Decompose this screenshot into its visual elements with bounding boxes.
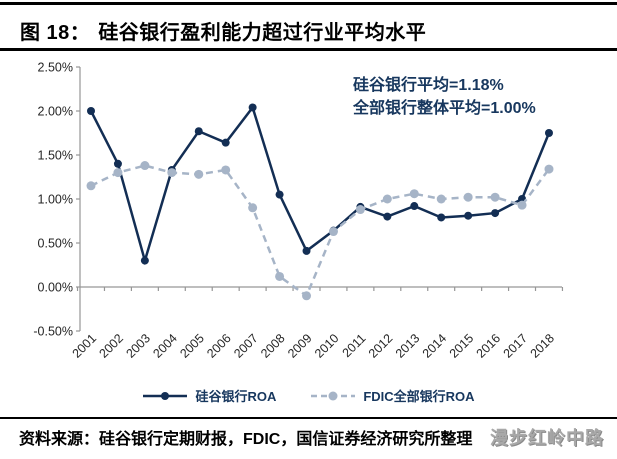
data-point-1-2012 (382, 194, 392, 204)
x-axis-label: 2010 (312, 331, 342, 361)
annotation-all-banks-average: 全部银行整体平均=1.00% (353, 100, 536, 117)
y-axis-label: 2.00% (38, 105, 73, 119)
source-attribution: 资料来源：硅谷银行定期财报，FDIC，国信证券经济研究所整理 (19, 431, 473, 448)
x-axis-label: 2001 (70, 331, 100, 361)
data-point-1-2001 (86, 181, 96, 191)
legend-item-svb-roa: 硅谷银行ROA (142, 386, 276, 405)
x-axis-label: 2018 (528, 331, 558, 361)
data-point-1-2010 (328, 227, 338, 237)
data-point-0-2007 (248, 103, 257, 112)
data-point-0-2013 (410, 202, 419, 211)
x-axis-label: 2004 (150, 331, 180, 361)
y-axis-label: 2.50% (38, 61, 73, 75)
data-point-1-2002 (113, 168, 123, 178)
data-point-0-2008 (275, 190, 284, 199)
data-point-1-2003 (140, 161, 150, 171)
legend-label-svb-roa: 硅谷银行ROA (195, 389, 277, 404)
dashed-line-marker-icon (311, 391, 356, 400)
title-underline-rule (0, 48, 617, 51)
data-point-0-2015 (464, 211, 473, 220)
data-point-1-2013 (409, 189, 419, 199)
y-axis-label: 0.50% (38, 237, 73, 251)
x-axis-label: 2006 (204, 331, 234, 361)
x-axis-label: 2017 (501, 331, 531, 361)
x-axis-label: 2013 (393, 331, 423, 361)
x-axis-label: 2009 (285, 331, 315, 361)
data-point-0-2003 (140, 256, 149, 265)
top-rule (0, 2, 617, 5)
figure-number-label: 图 18： (20, 22, 91, 44)
data-point-1-2014 (436, 194, 446, 204)
legend-label-fdic-roa: FDIC全部银行ROA (363, 389, 475, 404)
data-point-1-2009 (302, 291, 312, 301)
x-axis-label: 2016 (474, 331, 504, 361)
y-axis-label: -0.50% (33, 325, 73, 339)
y-axis-label: 1.00% (38, 193, 73, 207)
data-point-1-2005 (194, 169, 204, 179)
data-point-0-2012 (383, 212, 392, 221)
chart-annotation: 硅谷银行平均=1.18% 全部银行整体平均=1.00% (353, 74, 536, 120)
figure-title-text: 硅谷银行盈利能力超过行业平均水平 (98, 22, 427, 44)
data-point-0-2006 (221, 138, 230, 147)
data-point-1-2017 (517, 200, 527, 210)
data-point-1-2016 (490, 192, 500, 202)
data-point-0-2009 (302, 246, 311, 255)
x-axis-label: 2012 (366, 331, 396, 361)
x-axis-label: 2005 (177, 331, 207, 361)
data-point-0-2014 (437, 213, 446, 222)
data-point-1-2006 (221, 165, 231, 175)
x-axis-label: 2015 (447, 331, 477, 361)
solid-line-marker-icon (143, 391, 188, 400)
data-point-0-2018 (544, 129, 553, 137)
annotation-svb-average: 硅谷银行平均=1.18% (353, 77, 504, 94)
y-axis-label: 0.00% (38, 281, 73, 295)
data-point-1-2004 (167, 168, 177, 178)
data-point-1-2008 (275, 271, 285, 281)
data-point-1-2015 (463, 192, 473, 202)
data-point-0-2001 (87, 107, 95, 115)
x-axis-label: 2008 (258, 331, 288, 361)
data-point-0-2002 (113, 159, 122, 168)
chart-legend: 硅谷银行ROA FDIC全部银行ROA (0, 386, 617, 405)
bottom-rule (0, 417, 617, 419)
series-line-0 (89, 104, 551, 266)
x-axis-label: 2003 (123, 331, 153, 361)
x-axis-label: 2007 (231, 331, 261, 361)
x-axis-label: 2014 (420, 331, 450, 361)
data-point-0-2016 (491, 209, 500, 218)
y-axis-label: 1.50% (38, 149, 73, 163)
data-point-0-2005 (194, 127, 203, 136)
series-line-1 (90, 164, 550, 298)
legend-item-fdic-roa: FDIC全部银行ROA (310, 386, 475, 405)
x-axis-label: 2011 (340, 331, 369, 360)
roa-line-chart: 2.50% 2.00% 1.50% 1.00% 0.50% 0.00% -0.50%2001… (33, 61, 564, 361)
data-point-1-2007 (248, 203, 258, 213)
data-point-1-2011 (355, 205, 365, 215)
x-axis-label: 2002 (96, 331, 126, 361)
watermark-text: 漫步红岭中路 (490, 428, 604, 448)
figure-title: 图 18： 硅谷银行盈利能力超过行业平均水平 (20, 16, 426, 45)
data-point-1-2018 (544, 164, 554, 174)
